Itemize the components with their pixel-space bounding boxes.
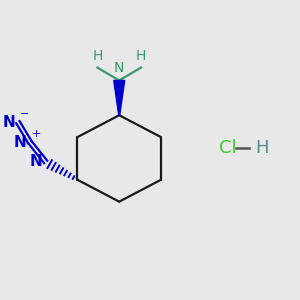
Text: +: + <box>32 129 41 139</box>
Text: N: N <box>30 154 43 169</box>
Text: N: N <box>14 135 27 150</box>
Text: N: N <box>114 61 124 76</box>
Text: H: H <box>136 49 146 63</box>
Text: N: N <box>2 115 15 130</box>
Text: Cl: Cl <box>218 139 236 157</box>
Text: H: H <box>92 49 103 63</box>
Text: −: − <box>20 109 29 119</box>
Polygon shape <box>114 80 125 115</box>
Text: H: H <box>255 139 269 157</box>
